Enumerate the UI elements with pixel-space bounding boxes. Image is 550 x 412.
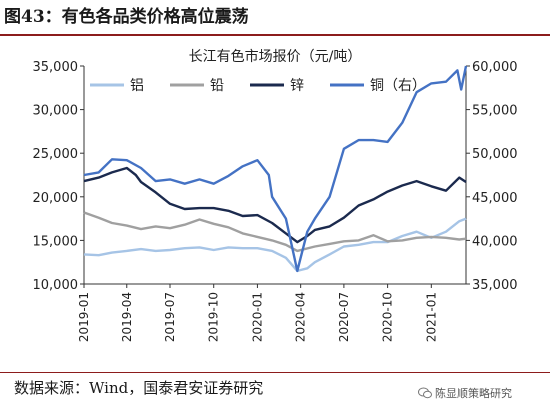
series-line — [83, 211, 467, 253]
y-tick-label-left: 20,000 — [33, 191, 79, 206]
y-tick-label-right: 55,000 — [472, 104, 518, 119]
source-note: 数据来源：Wind，国泰君安证券研究 — [14, 379, 264, 397]
legend-label: 铅 — [210, 78, 224, 94]
y-tick-label-left: 25,000 — [33, 147, 79, 162]
x-tick-label: 2020-01 — [250, 292, 264, 342]
legend-label: 铝 — [130, 78, 144, 94]
y-tick-label-left: 10,000 — [33, 278, 79, 293]
x-tick-label: 2020-04 — [294, 292, 308, 342]
x-tick-label: 2019-04 — [120, 292, 134, 342]
legend-label: 锌 — [290, 78, 304, 94]
y-tick-label-right: 40,000 — [472, 234, 518, 249]
series-line — [83, 217, 467, 273]
page-title: 图43：有色各品类价格高位震荡 — [4, 7, 249, 27]
y-tick-label-right: 45,000 — [472, 191, 518, 206]
x-tick-label: 2019-10 — [207, 292, 221, 342]
title-divider — [0, 34, 550, 36]
y-tick-label-left: 30,000 — [33, 104, 79, 119]
x-tick-label: 2019-07 — [163, 292, 177, 342]
x-tick-label: 2021-01 — [424, 292, 438, 342]
watermark-text: 陈显顺策略研究 — [435, 387, 512, 400]
y-tick-label-left: 15,000 — [33, 234, 79, 249]
y-tick-label-right: 60,000 — [472, 60, 518, 75]
series-line — [83, 166, 467, 244]
watermark: 陈显顺策略研究 — [418, 385, 512, 401]
wechat-icon — [418, 387, 432, 399]
chart-title: 长江有色市场报价（元/吨） — [189, 48, 362, 65]
price-chart: 长江有色市场报价（元/吨） 35,000 30,000 25,000 20,000 15,… — [33, 48, 518, 342]
y-tick-label-right: 35,000 — [472, 278, 518, 293]
legend-label: 铜（右） — [370, 78, 426, 94]
x-tick-label: 2020-10 — [381, 292, 395, 342]
series-line — [83, 65, 468, 273]
x-tick-label: 2020-07 — [337, 292, 351, 342]
x-tick-label: 2019-01 — [77, 292, 91, 342]
footer-divider — [0, 372, 550, 373]
y-tick-label-right: 50,000 — [472, 147, 518, 162]
y-tick-label-left: 35,000 — [33, 60, 79, 75]
